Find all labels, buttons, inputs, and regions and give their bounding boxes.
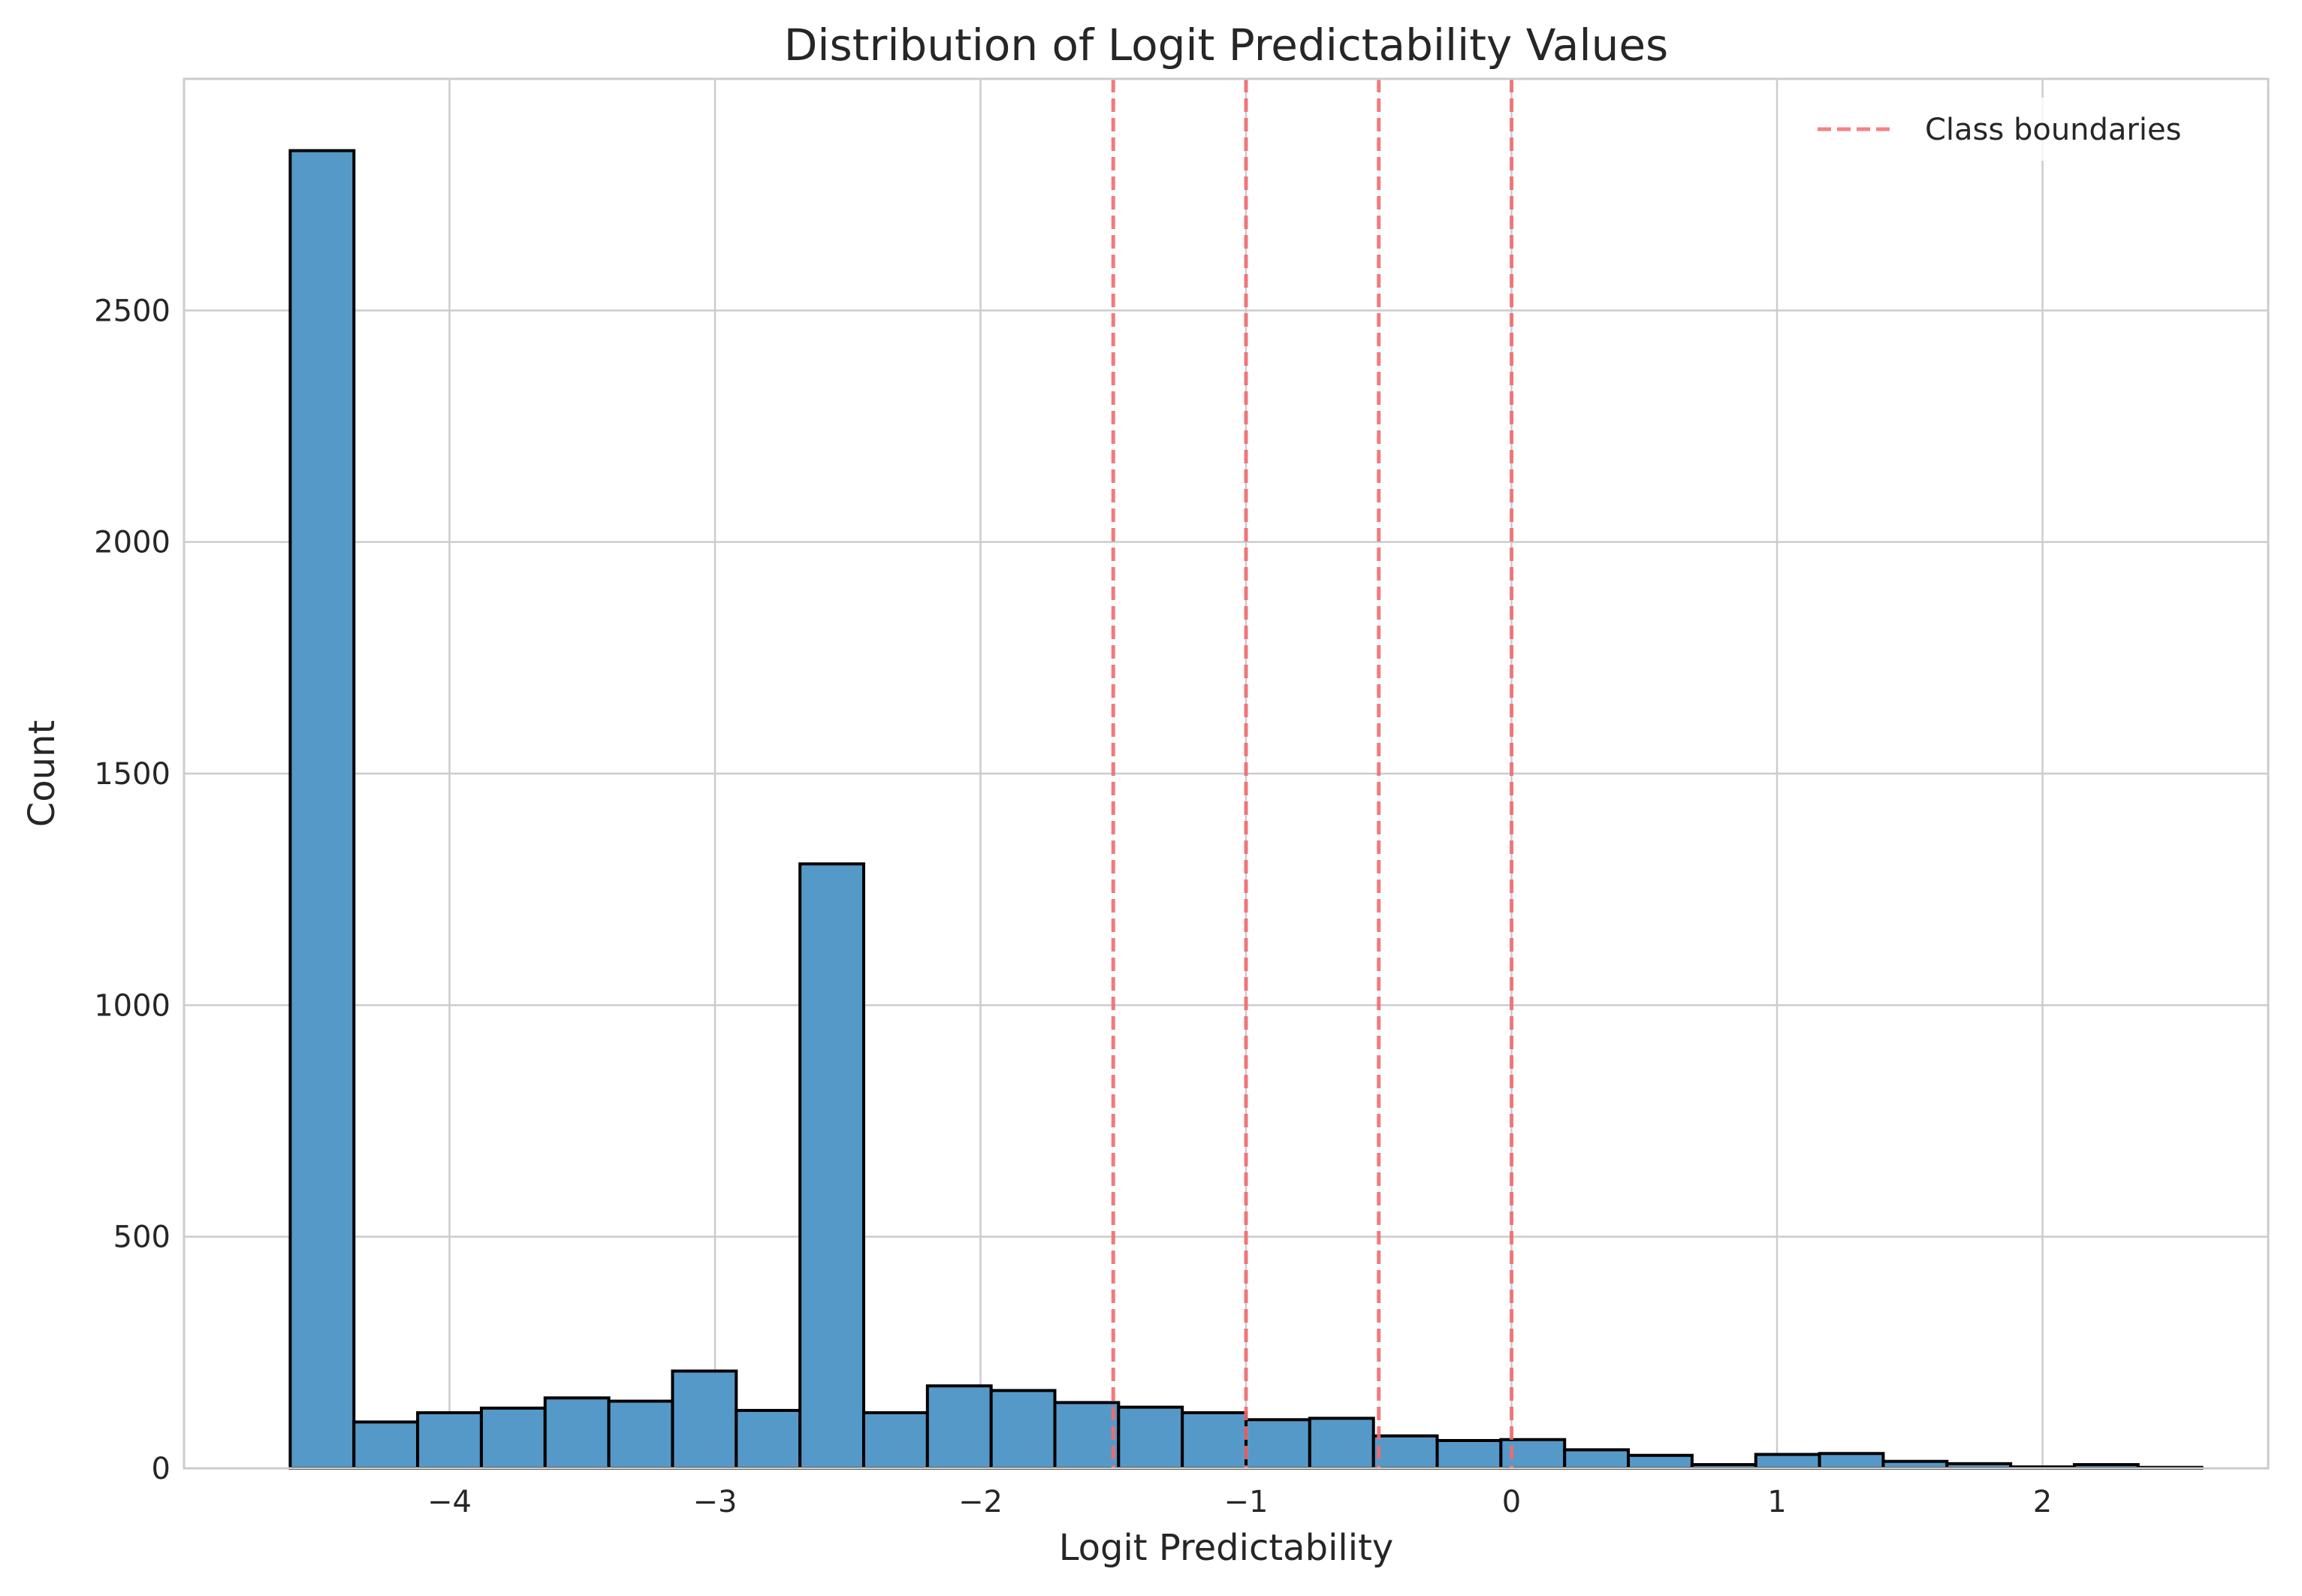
histogram-bar-17 bbox=[1371, 1434, 1439, 1471]
legend: Class boundaries bbox=[1803, 98, 2257, 161]
y-tick-labels: 0 500 1000 1500 2000 2500 bbox=[94, 294, 170, 1486]
histogram-bar-24 bbox=[1818, 1452, 1885, 1471]
histogram-bar-23 bbox=[1754, 1453, 1821, 1470]
x-tick-labels: −4 −3 −2 −1 0 1 2 bbox=[427, 1485, 2052, 1519]
plot-frame bbox=[183, 77, 2270, 1470]
histogram-bar-6 bbox=[671, 1369, 738, 1470]
histogram-bar-7 bbox=[735, 1408, 802, 1470]
x-tick-label-0: −4 bbox=[427, 1485, 472, 1519]
chart-title: Distribution of Logit Predictability Val… bbox=[784, 20, 1669, 71]
x-tick-label-6: 2 bbox=[2033, 1485, 2052, 1519]
histogram-bar-14 bbox=[1181, 1411, 1248, 1470]
y-tick-label-0: 0 bbox=[152, 1452, 170, 1486]
y-axis-title: Count bbox=[21, 720, 63, 828]
x-tick-label-1: −3 bbox=[693, 1485, 738, 1519]
histogram-bar-16 bbox=[1308, 1416, 1375, 1471]
histogram-bar-15 bbox=[1245, 1418, 1311, 1470]
x-tick-label-2: −2 bbox=[958, 1485, 1003, 1519]
x-axis-title: Logit Predictability bbox=[1059, 1527, 1394, 1569]
y-tick-label-2: 1000 bbox=[94, 988, 170, 1023]
y-tick-label-4: 2000 bbox=[94, 526, 170, 560]
histogram-bar-0 bbox=[288, 149, 356, 1470]
y-tick-label-1: 500 bbox=[113, 1220, 170, 1255]
histogram-bar-10 bbox=[925, 1384, 993, 1470]
histogram-bar-3 bbox=[479, 1406, 547, 1471]
boundary-lines-layer bbox=[1111, 79, 1514, 1468]
histogram-bar-5 bbox=[607, 1399, 674, 1471]
legend-label: Class boundaries bbox=[1925, 113, 2181, 147]
histogram-bar-12 bbox=[1053, 1401, 1121, 1471]
histogram-bar-21 bbox=[1627, 1453, 1694, 1470]
y-tick-label-5: 2500 bbox=[94, 294, 170, 328]
histogram-bar-2 bbox=[416, 1411, 483, 1470]
histogram-bar-20 bbox=[1563, 1448, 1631, 1471]
x-tick-label-3: −1 bbox=[1224, 1485, 1269, 1519]
bars-layer bbox=[288, 149, 2204, 1471]
histogram-bar-1 bbox=[352, 1420, 420, 1471]
x-tick-label-4: 0 bbox=[1502, 1485, 1521, 1519]
grid-layer bbox=[184, 79, 2268, 1470]
histogram-bar-8 bbox=[798, 862, 865, 1470]
histogram-bar-11 bbox=[989, 1389, 1057, 1471]
histogram-bar-18 bbox=[1435, 1439, 1503, 1470]
y-tick-label-3: 1500 bbox=[94, 757, 170, 792]
histogram-bar-4 bbox=[543, 1396, 611, 1471]
histogram-bar-13 bbox=[1117, 1405, 1184, 1470]
x-tick-label-5: 1 bbox=[1767, 1485, 1786, 1519]
histogram-bar-9 bbox=[861, 1411, 929, 1470]
